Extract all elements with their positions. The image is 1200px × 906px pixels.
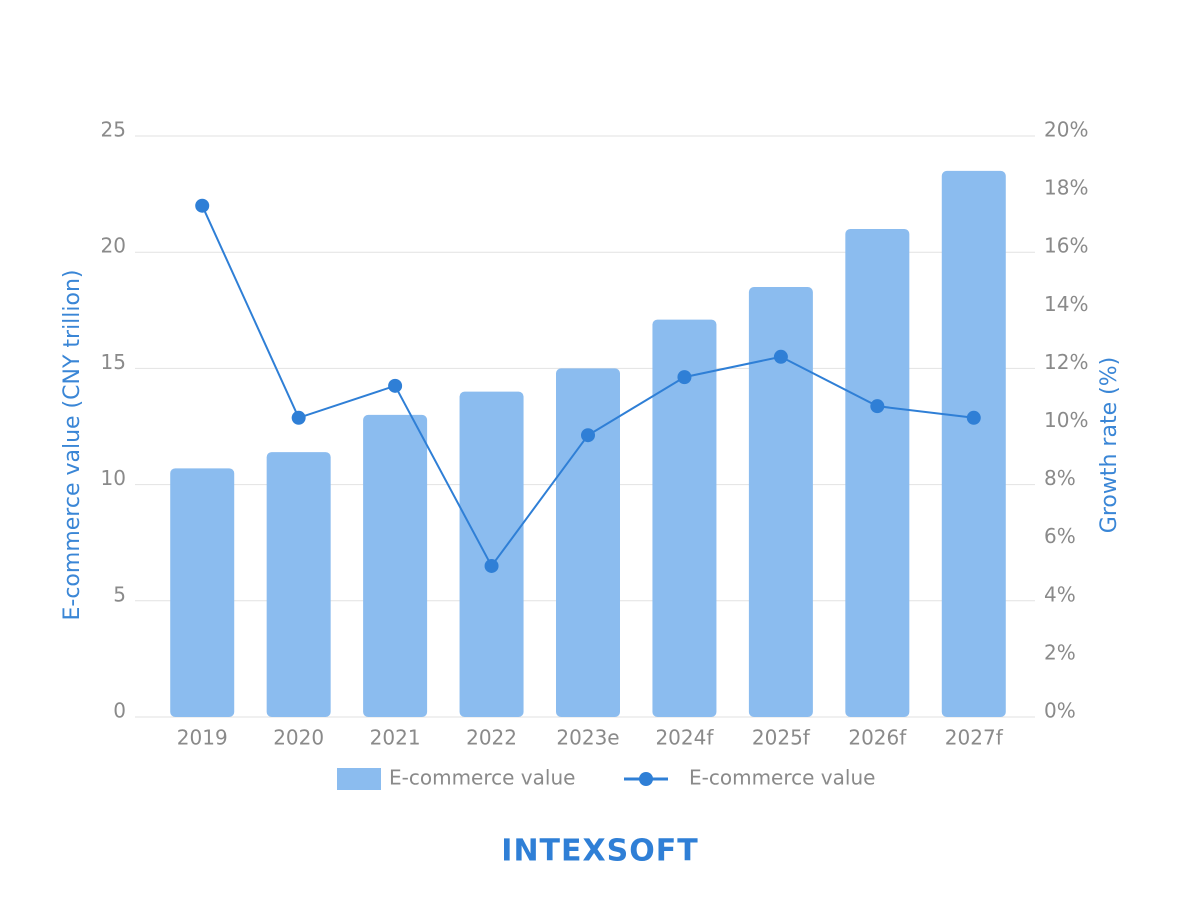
y-tick-label: 0 [113, 699, 126, 723]
bar [266, 452, 331, 717]
bar [363, 414, 428, 717]
logo: INTEXSOFT [501, 834, 698, 869]
x-tick-label: 2020 [273, 726, 324, 750]
bar [748, 287, 813, 717]
y-tick-label: 10 [101, 466, 126, 490]
x-tick-label: 2024f [655, 726, 714, 750]
y2-tick-label: 4% [1044, 582, 1076, 606]
y2-tick-label: 12% [1044, 350, 1088, 374]
y2-tick-label: 10% [1044, 408, 1088, 432]
y2-tick-label: 8% [1044, 466, 1076, 490]
y2-axis-title: Growth rate (%) [1097, 357, 1122, 533]
y-tick-label: 20 [101, 234, 126, 258]
line-point [870, 399, 885, 414]
legend-swatch [639, 772, 653, 786]
y-tick-label: 5 [113, 582, 126, 606]
line-point [484, 558, 499, 573]
y2-tick-label: 6% [1044, 524, 1076, 548]
x-tick-label: 2026f [848, 726, 907, 750]
y2-tick-label: 2% [1044, 640, 1076, 664]
x-tick-label: 2023e [556, 726, 619, 750]
line-point [966, 410, 981, 425]
y-axis-title: E-commerce value (CNY trillion) [60, 269, 85, 620]
x-tick-label: 2022 [466, 726, 517, 750]
bar [170, 468, 235, 717]
y2-tick-label: 18% [1044, 176, 1088, 200]
line-point [773, 349, 788, 364]
x-tick-label: 2025f [752, 726, 811, 750]
bar [652, 319, 717, 717]
x-tick-label: 2021 [370, 726, 421, 750]
y2-tick-label: 16% [1044, 234, 1088, 258]
bar [845, 228, 910, 717]
legend-label: E-commerce value [389, 766, 575, 790]
line-point [677, 370, 692, 385]
y-tick-label: 25 [101, 118, 126, 142]
y2-tick-label: 0% [1044, 699, 1076, 723]
bar [459, 391, 524, 717]
line-point [291, 410, 306, 425]
line-point [581, 428, 595, 443]
line-point [195, 198, 210, 213]
y-tick-label: 15 [101, 350, 126, 374]
bar [941, 170, 1006, 718]
line-point [388, 378, 403, 393]
x-tick-label: 2027f [945, 726, 1004, 750]
x-tick-label: 2019 [177, 726, 228, 750]
legend-label: E-commerce value [689, 766, 875, 790]
y2-tick-label: 20% [1044, 118, 1088, 142]
y2-tick-label: 14% [1044, 292, 1088, 316]
legend-swatch [337, 768, 381, 790]
